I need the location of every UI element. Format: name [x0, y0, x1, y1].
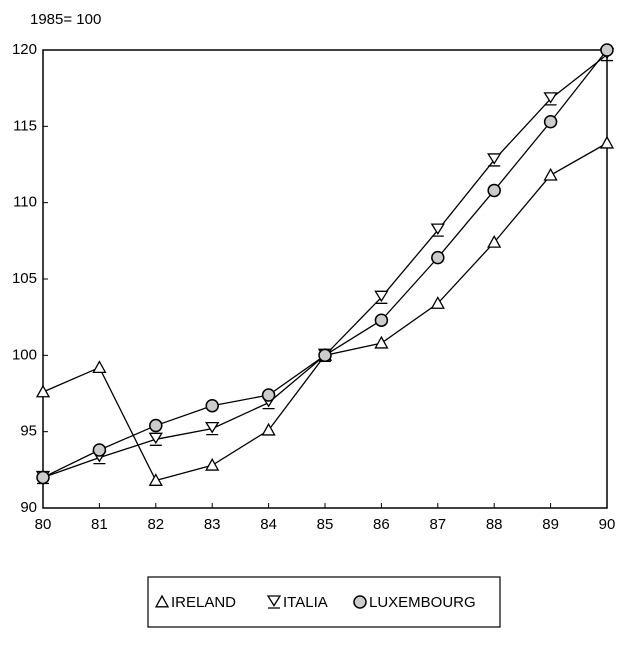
marker [600, 43, 614, 57]
legend-label: LUXEMBOURG [369, 594, 476, 611]
marker [205, 457, 220, 471]
marker [487, 183, 501, 198]
marker [205, 421, 220, 436]
marker [374, 290, 389, 304]
marker [148, 473, 163, 486]
x-tick-label: 85 [317, 516, 334, 533]
y-tick-label: 120 [12, 41, 37, 58]
marker [266, 595, 282, 609]
marker [430, 296, 445, 309]
series-line [42, 142, 608, 482]
marker [431, 250, 445, 265]
y-axis-label: 1985= 100 [30, 11, 101, 28]
series-line [42, 49, 608, 479]
marker [261, 388, 276, 402]
x-tick-label: 81 [91, 516, 108, 533]
x-tick-label: 87 [429, 516, 446, 533]
x-tick-label: 83 [204, 516, 221, 533]
legend-label: IRELAND [171, 594, 236, 611]
marker [154, 594, 170, 608]
marker [487, 235, 502, 248]
marker [261, 422, 276, 436]
marker [149, 418, 163, 433]
marker [148, 432, 163, 446]
marker [92, 443, 107, 457]
x-tick-label: 90 [599, 516, 616, 533]
legend-box [147, 576, 501, 628]
y-tick-label: 90 [20, 499, 37, 516]
marker [92, 360, 107, 373]
x-tick-label: 80 [35, 516, 52, 533]
x-tick-label: 84 [260, 516, 277, 533]
marker [36, 470, 50, 485]
marker [374, 335, 389, 349]
x-tick-label: 82 [147, 516, 164, 533]
y-tick-label: 110 [13, 194, 37, 211]
marker [543, 167, 558, 181]
marker [543, 115, 558, 129]
marker [430, 223, 445, 237]
marker [318, 348, 332, 363]
marker [374, 313, 389, 327]
y-tick-label: 100 [12, 346, 37, 363]
marker [487, 153, 502, 167]
series-line [42, 54, 608, 479]
plot-frame [42, 49, 608, 509]
x-tick-label: 86 [373, 516, 390, 533]
legend-label: ITALIA [283, 594, 328, 611]
y-tick-label: 105 [12, 270, 37, 287]
marker [35, 384, 51, 398]
y-tick-label: 95 [20, 423, 37, 440]
marker [599, 135, 615, 149]
marker [353, 595, 367, 609]
x-tick-label: 89 [542, 516, 559, 533]
x-tick-label: 88 [486, 516, 503, 533]
y-tick-label: 115 [13, 117, 37, 134]
marker [543, 92, 558, 106]
marker [205, 398, 219, 413]
